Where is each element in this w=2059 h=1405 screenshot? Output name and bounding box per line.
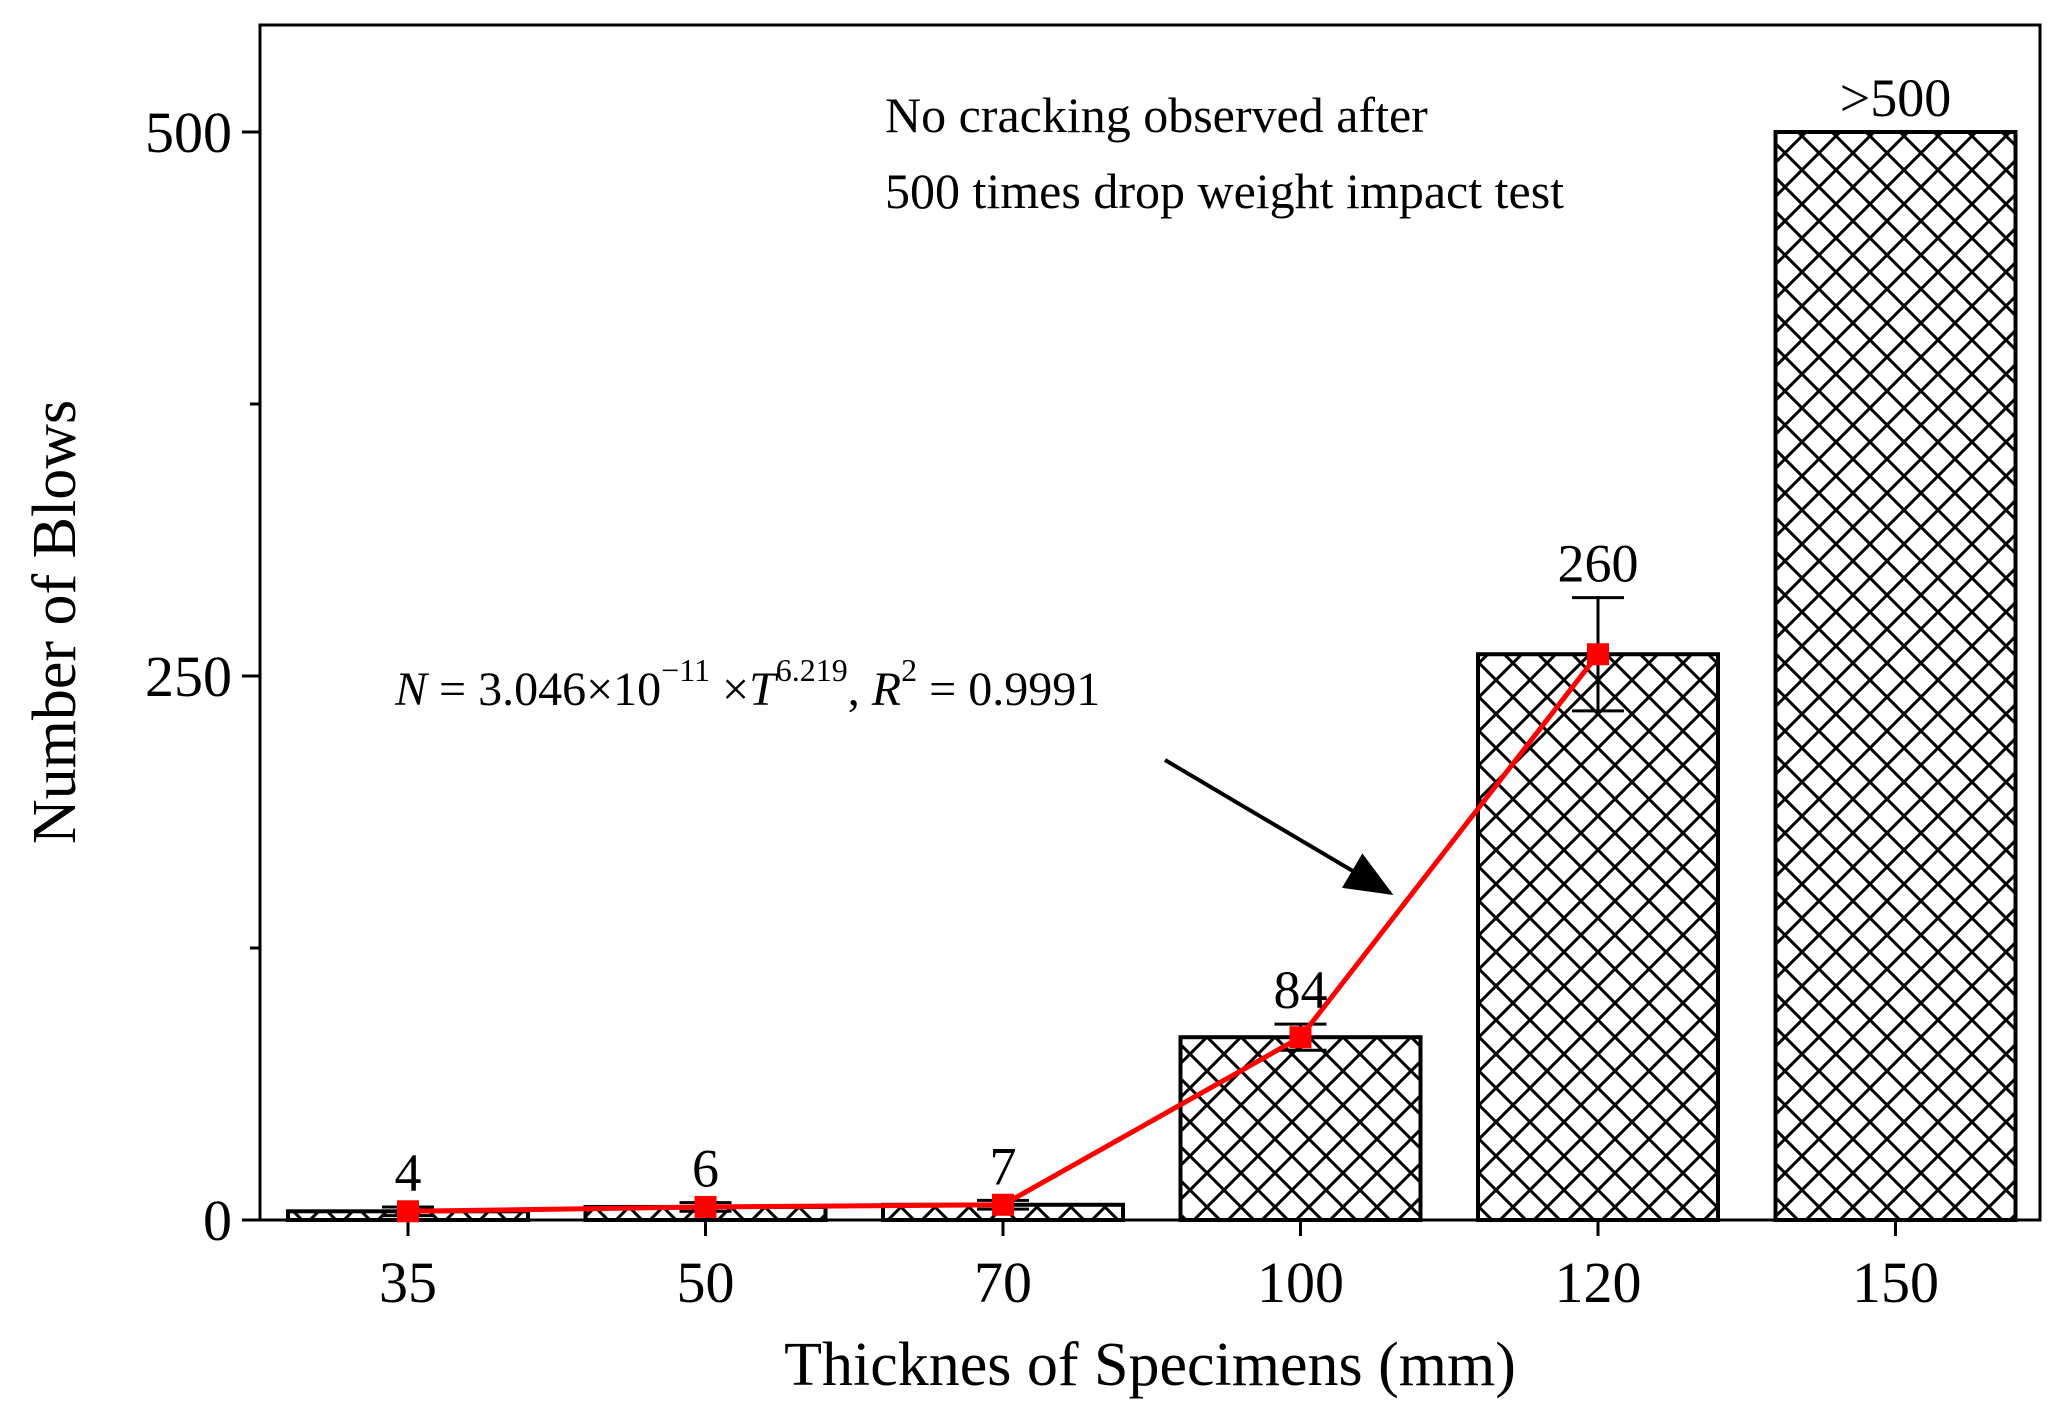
fit-point bbox=[397, 1200, 419, 1223]
eq-part2: = 0.9991 bbox=[917, 663, 1100, 716]
eq-comma: , bbox=[848, 663, 872, 716]
bar bbox=[1178, 1035, 1423, 1222]
error-bars-group bbox=[382, 596, 1624, 1218]
y-tick-label: 500 bbox=[145, 100, 232, 165]
plot-frame bbox=[258, 23, 2042, 1222]
eq-exp3: 2 bbox=[901, 652, 917, 688]
fit-equation: N = 3.046×10−11 ×T6.219, R2 = 0.9991 bbox=[394, 652, 1100, 716]
x-tick-label: 100 bbox=[1257, 1250, 1344, 1315]
fit-point bbox=[1587, 643, 1609, 666]
eq-t: T bbox=[749, 663, 779, 716]
data-label: >500 bbox=[1840, 68, 1951, 128]
data-label: 6 bbox=[692, 1139, 719, 1199]
data-labels-group: 4 6 7 84 260 >500 bbox=[395, 68, 1952, 1203]
bar bbox=[1773, 130, 2018, 1222]
eq-n: N bbox=[394, 663, 430, 716]
eq-part1: = 3.046×10 bbox=[427, 663, 661, 716]
x-tick-label: 120 bbox=[1555, 1250, 1642, 1315]
x-axis-title: Thicknes of Specimens (mm) bbox=[784, 1331, 1516, 1399]
x-tick-label: 150 bbox=[1852, 1250, 1939, 1315]
data-label: 260 bbox=[1558, 534, 1639, 594]
data-label: 84 bbox=[1274, 960, 1328, 1020]
x-axis: 35 50 70 100 120 150 bbox=[379, 1220, 1939, 1315]
y-tick-label: 0 bbox=[203, 1188, 232, 1253]
y-tick-label: 250 bbox=[145, 644, 232, 709]
note-line-1: No cracking observed after bbox=[885, 87, 1428, 143]
bar bbox=[1476, 652, 1720, 1222]
y-axis: 0 250 500 bbox=[145, 100, 260, 1253]
eq-exp1: −11 bbox=[661, 652, 710, 688]
fit-point bbox=[694, 1195, 717, 1218]
x-tick-label: 50 bbox=[677, 1250, 735, 1315]
eq-times: × bbox=[710, 663, 749, 716]
fit-line-group bbox=[397, 643, 1609, 1223]
data-label: 4 bbox=[395, 1143, 422, 1203]
note-line-2: 500 times drop weight impact test bbox=[885, 163, 1564, 219]
eq-exp2: 6.219 bbox=[776, 652, 848, 688]
annotation-arrow bbox=[1163, 758, 1394, 896]
data-label: 7 bbox=[990, 1136, 1017, 1196]
x-tick-label: 70 bbox=[974, 1250, 1032, 1315]
fit-point bbox=[1289, 1026, 1312, 1049]
x-tick-label: 35 bbox=[379, 1250, 437, 1315]
fit-point bbox=[992, 1193, 1014, 1216]
y-axis-title: Number of Blows bbox=[21, 400, 89, 844]
eq-r: R bbox=[871, 663, 901, 716]
